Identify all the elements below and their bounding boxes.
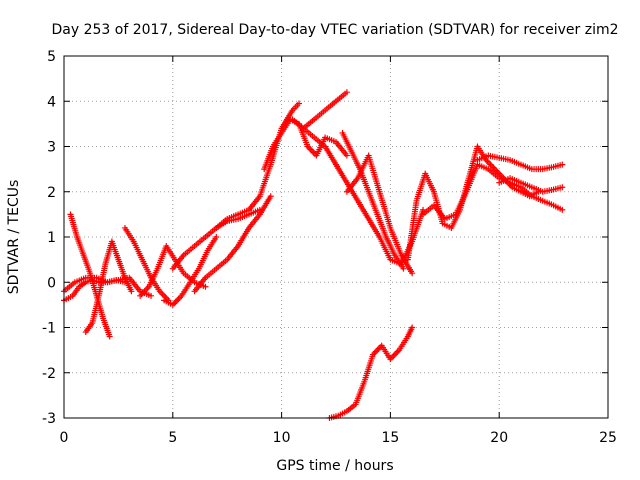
data-point [559, 161, 566, 168]
y-tick-label: -2 [42, 366, 56, 382]
x-axis-label: GPS time / hours [276, 458, 393, 474]
series-sat-f [137, 243, 209, 299]
series-sat-n [339, 129, 407, 272]
y-tick-label: 3 [47, 140, 56, 156]
y-tick-label: 4 [47, 94, 56, 110]
data-point [202, 283, 209, 290]
y-tick-label: 2 [47, 185, 56, 201]
grid-lines [64, 56, 608, 418]
y-tick-label: 1 [47, 230, 56, 246]
y-tick-label: -3 [42, 411, 56, 427]
data-marks [61, 89, 566, 421]
data-point [213, 234, 220, 240]
data-point [559, 206, 566, 213]
series-sat-t [496, 175, 566, 195]
series-sat-c [82, 238, 135, 336]
series-sat-l [300, 89, 350, 132]
series-sat-q [404, 143, 542, 263]
data-point [148, 292, 155, 299]
series-sat-d [61, 274, 155, 299]
series-sat-o [343, 152, 416, 277]
y-tick-label: 0 [47, 275, 56, 291]
data-point [343, 152, 350, 159]
x-tick-label: 20 [490, 430, 508, 446]
data-point [409, 324, 416, 331]
data-point [267, 193, 274, 200]
series-sat-g [161, 234, 220, 308]
data-point [296, 100, 303, 107]
data-point [106, 333, 113, 340]
data-point [128, 288, 135, 295]
series-sat-r [420, 161, 566, 222]
data-point [400, 265, 407, 272]
y-axis-label: SDTVAR / TECUs [6, 180, 22, 295]
series-sat-p [326, 324, 416, 421]
axis-ticks: 0 5 10 15 20 25 -3 -2 -1 0 1 2 3 4 5 [42, 49, 617, 446]
series-sat-e [121, 224, 172, 304]
x-tick-label: 15 [381, 430, 399, 446]
series-sat-m [289, 116, 427, 268]
y-tick-label: 5 [47, 49, 56, 65]
y-tick-label: -1 [42, 321, 56, 337]
data-point [559, 184, 566, 191]
data-point [409, 270, 416, 277]
series-sat-s [474, 152, 566, 173]
x-tick-label: 0 [60, 430, 69, 446]
plot-frame [63, 55, 609, 419]
series-sat-i [191, 193, 274, 295]
x-tick-label: 5 [168, 430, 177, 446]
x-tick-label: 25 [599, 430, 617, 446]
data-point [343, 89, 350, 96]
chart-title: Day 253 of 2017, Sidereal Day-to-day VTE… [52, 22, 619, 38]
series-sat-j [213, 100, 303, 231]
x-tick-label: 10 [273, 430, 291, 446]
